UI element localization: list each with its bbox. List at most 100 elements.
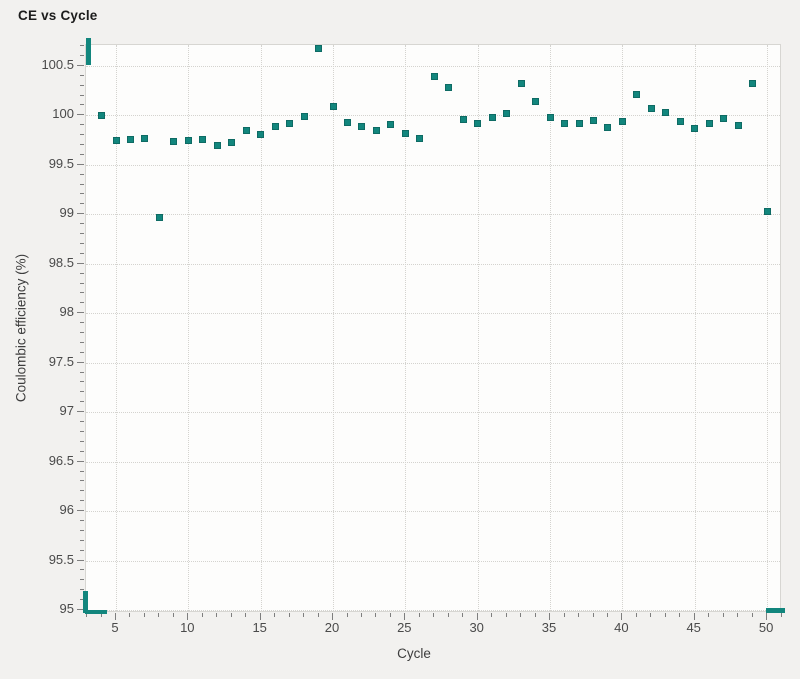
horizontal-gridline xyxy=(86,115,780,117)
data-point[interactable] xyxy=(228,138,236,146)
data-point[interactable] xyxy=(546,113,554,121)
data-point[interactable] xyxy=(618,117,626,125)
x-major-tick xyxy=(766,613,768,620)
data-point[interactable] xyxy=(488,113,496,121)
data-point[interactable] xyxy=(763,207,771,215)
data-point[interactable] xyxy=(604,123,612,131)
x-minor-tick xyxy=(578,613,579,617)
data-point[interactable] xyxy=(575,119,583,127)
horizontal-gridline xyxy=(86,164,780,166)
plot-area[interactable] xyxy=(85,44,781,612)
x-axis-title: Cycle xyxy=(397,646,431,661)
data-point[interactable] xyxy=(344,118,351,126)
y-minor-tick xyxy=(80,401,84,403)
y-minor-tick xyxy=(80,579,84,581)
data-point[interactable] xyxy=(532,97,540,105)
data-point[interactable] xyxy=(213,142,221,150)
data-point[interactable] xyxy=(647,104,655,112)
x-minor-tick xyxy=(317,613,319,617)
data-point[interactable] xyxy=(112,136,120,144)
x-major-tick xyxy=(115,613,116,620)
x-minor-tick xyxy=(230,613,232,617)
y-minor-tick xyxy=(80,302,84,304)
data-point[interactable] xyxy=(590,116,597,124)
y-major-tick xyxy=(77,262,84,264)
x-tick-label: 25 xyxy=(397,620,412,635)
data-point[interactable] xyxy=(445,84,453,92)
data-point[interactable] xyxy=(286,119,294,127)
y-minor-tick xyxy=(80,153,84,155)
x-minor-tick xyxy=(346,613,348,617)
data-point[interactable] xyxy=(691,124,699,132)
x-major-tick xyxy=(404,613,406,620)
data-point[interactable] xyxy=(199,135,207,143)
data-point[interactable] xyxy=(300,112,308,120)
data-point[interactable] xyxy=(98,111,105,119)
x-minor-tick xyxy=(433,613,435,617)
clipped-marker xyxy=(83,591,88,613)
horizontal-gridline xyxy=(86,412,780,414)
x-minor-tick xyxy=(592,613,594,617)
data-point[interactable] xyxy=(430,73,438,81)
x-minor-tick xyxy=(288,613,290,617)
data-point[interactable] xyxy=(561,119,568,127)
y-minor-tick xyxy=(80,183,84,185)
data-point[interactable] xyxy=(387,120,395,128)
y-minor-tick xyxy=(80,529,84,531)
y-minor-tick xyxy=(80,332,84,333)
y-minor-tick xyxy=(80,233,84,234)
data-point[interactable] xyxy=(503,109,511,117)
data-point[interactable] xyxy=(705,119,713,127)
data-point[interactable] xyxy=(141,134,149,142)
vertical-gridline xyxy=(333,45,334,611)
data-point[interactable] xyxy=(459,115,467,123)
x-minor-tick xyxy=(679,613,681,617)
data-point[interactable] xyxy=(372,126,380,134)
data-point[interactable] xyxy=(126,135,134,143)
x-minor-tick xyxy=(505,613,507,617)
data-point[interactable] xyxy=(155,213,163,221)
x-minor-tick xyxy=(100,613,102,617)
x-major-tick xyxy=(621,613,623,620)
data-point[interactable] xyxy=(474,119,482,127)
x-minor-tick xyxy=(172,613,174,617)
data-point[interactable] xyxy=(315,44,322,52)
x-tick-label: 40 xyxy=(614,620,629,635)
y-tick-label: 96 xyxy=(59,502,74,518)
data-point[interactable] xyxy=(720,114,728,122)
data-point[interactable] xyxy=(749,80,757,88)
x-minor-tick xyxy=(418,613,420,617)
data-point[interactable] xyxy=(662,108,670,116)
x-tick-label: 30 xyxy=(469,620,484,635)
vertical-gridline xyxy=(550,45,551,611)
data-point[interactable] xyxy=(329,102,337,110)
data-point[interactable] xyxy=(517,80,525,88)
horizontal-gridline xyxy=(86,214,780,216)
data-point[interactable] xyxy=(416,134,424,142)
data-point[interactable] xyxy=(358,122,366,130)
data-point[interactable] xyxy=(257,130,265,138)
clipped-marker xyxy=(86,38,91,65)
x-minor-tick xyxy=(303,613,305,617)
vertical-gridline xyxy=(260,45,262,611)
data-point[interactable] xyxy=(676,117,684,125)
x-major-tick xyxy=(693,613,695,620)
data-point[interactable] xyxy=(401,129,409,137)
vertical-gridline xyxy=(477,45,479,611)
y-minor-tick xyxy=(80,500,84,502)
horizontal-gridline xyxy=(86,263,780,265)
y-minor-tick xyxy=(80,54,84,56)
y-major-tick xyxy=(77,312,84,314)
data-point[interactable] xyxy=(242,126,250,134)
y-minor-tick xyxy=(80,480,84,482)
x-major-tick xyxy=(476,613,478,620)
data-point[interactable] xyxy=(271,122,279,130)
data-point[interactable] xyxy=(170,137,178,145)
y-minor-tick xyxy=(80,381,84,383)
data-point[interactable] xyxy=(184,136,192,144)
data-point[interactable] xyxy=(633,91,641,98)
x-minor-tick xyxy=(650,613,652,617)
x-minor-tick xyxy=(86,613,87,617)
data-point[interactable] xyxy=(734,121,742,129)
y-minor-tick xyxy=(80,341,84,343)
